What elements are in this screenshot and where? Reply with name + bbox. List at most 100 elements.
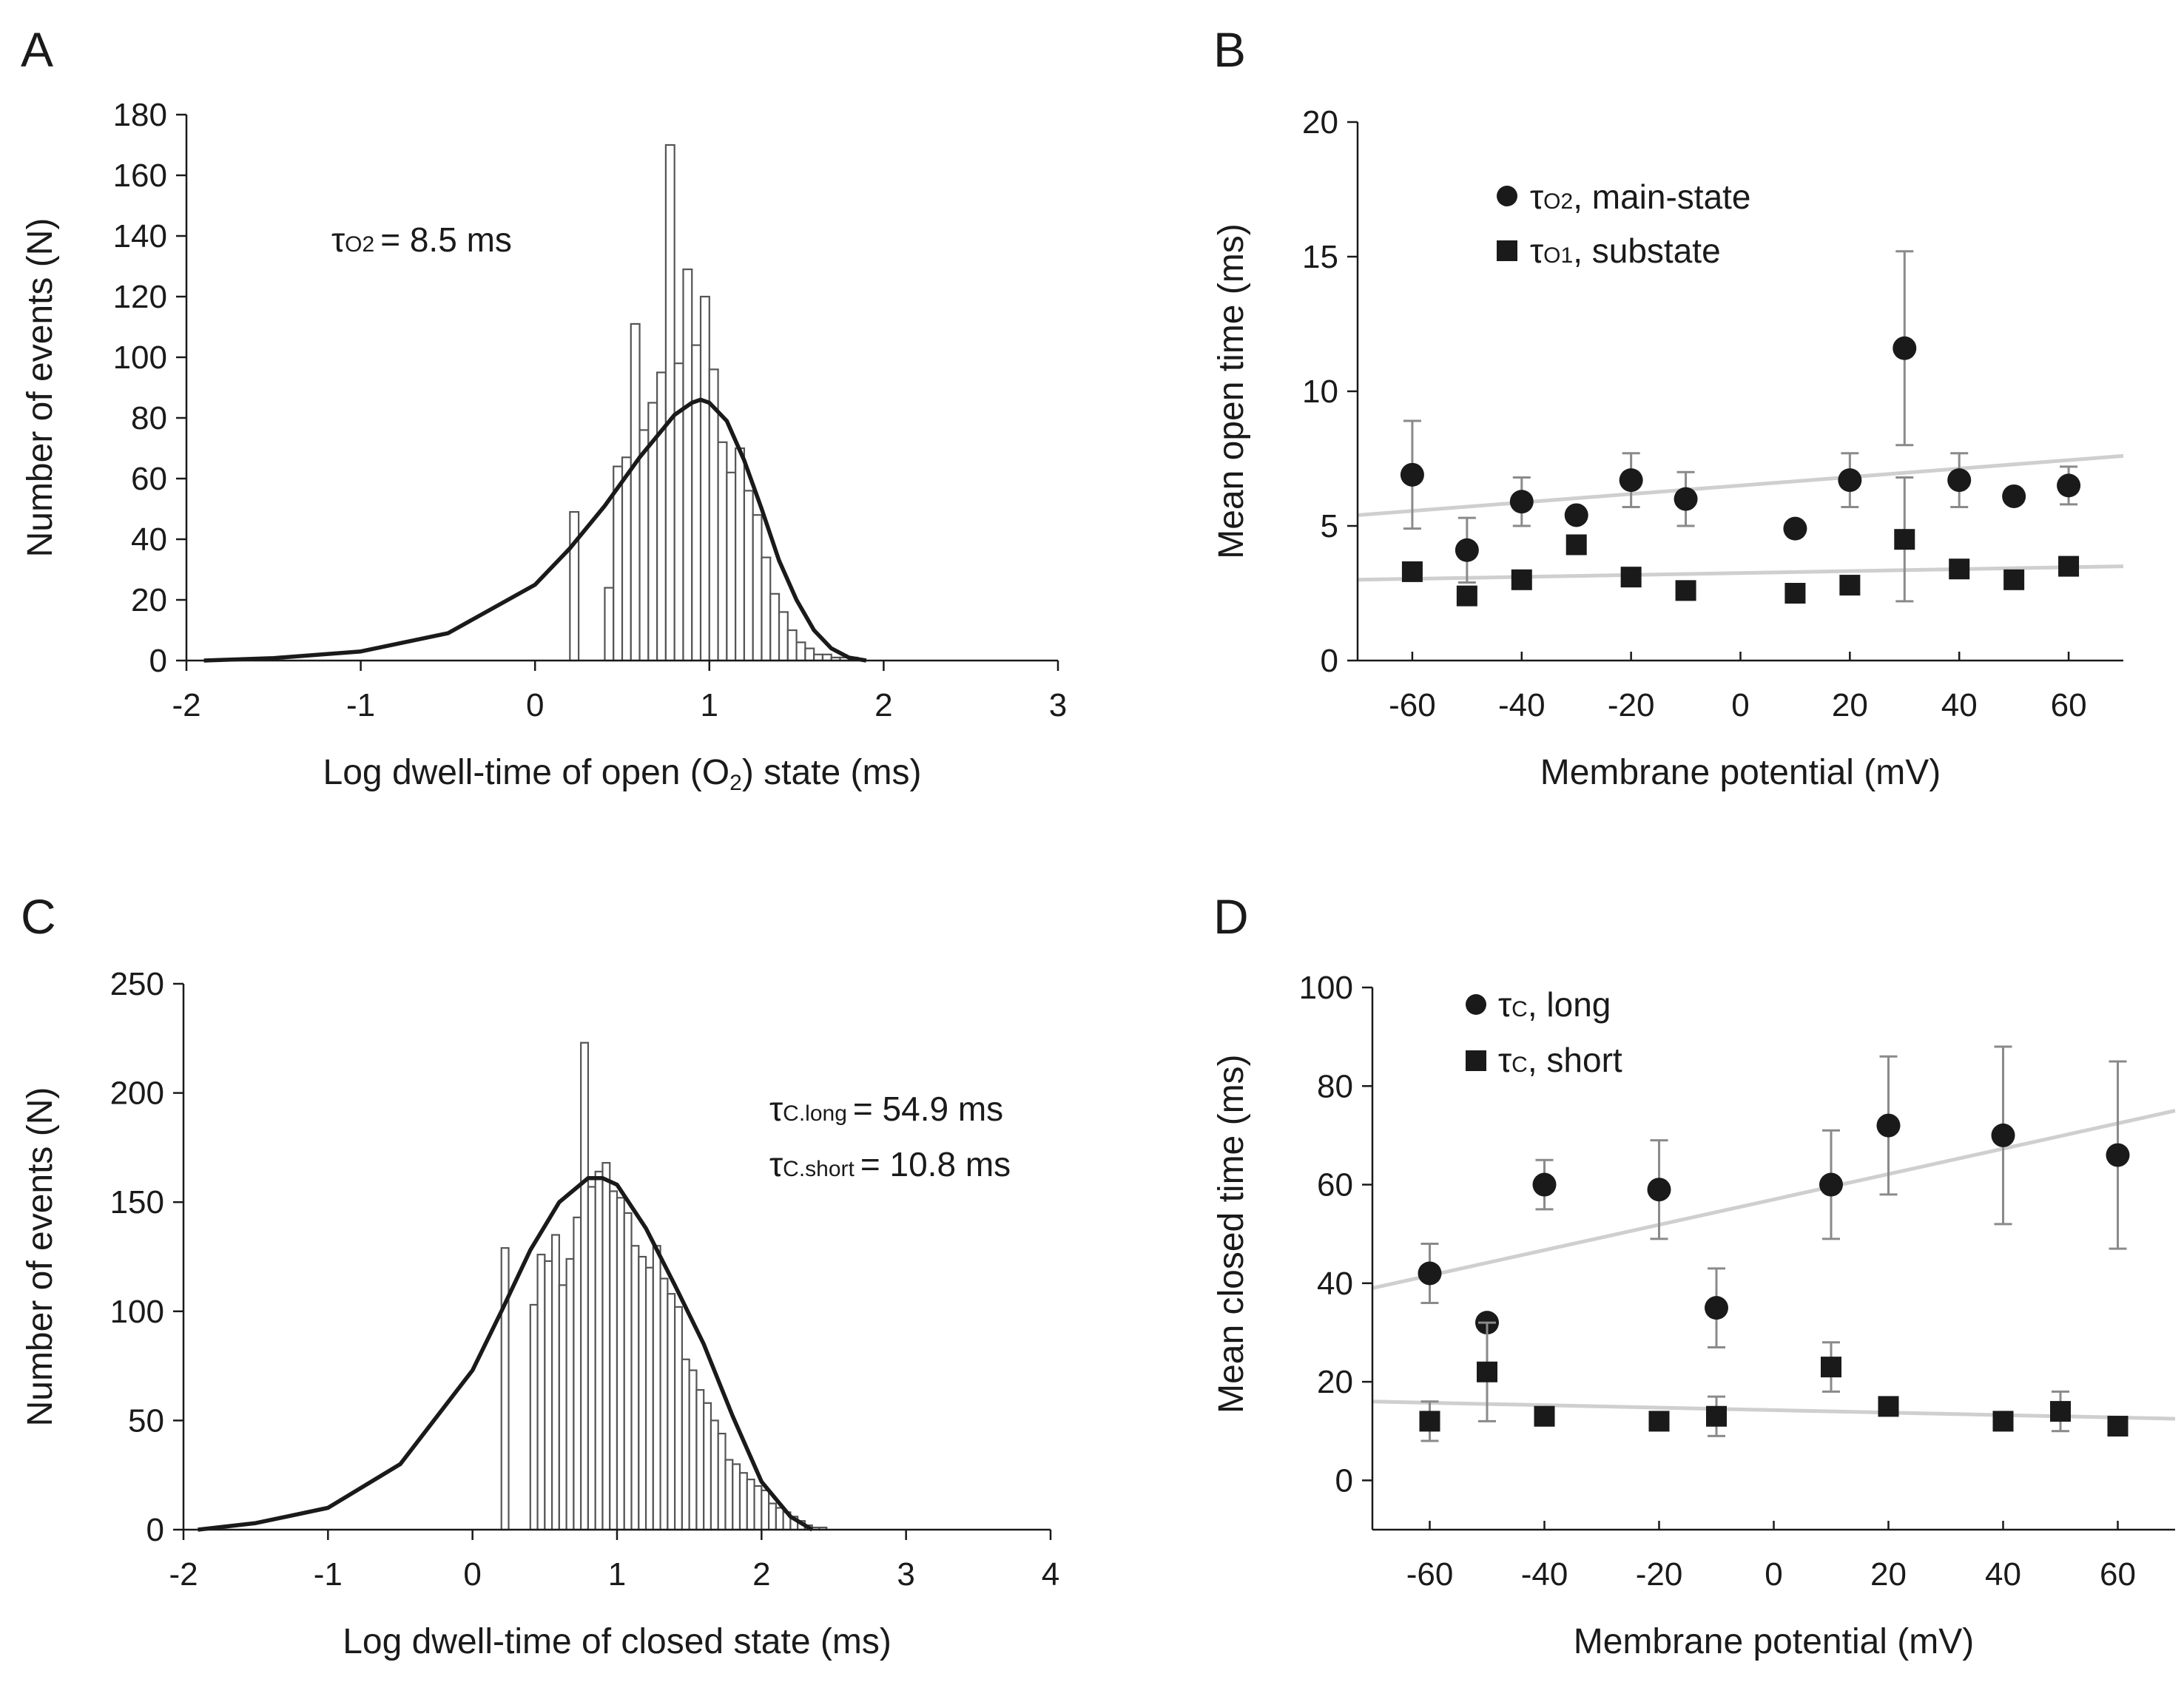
- data-point-circle: [1947, 468, 1972, 493]
- regression-line: [1357, 453, 2124, 517]
- y-tick-label: 80: [1317, 1068, 1353, 1104]
- y-tick-label: 5: [1321, 508, 1338, 544]
- histogram-bar: [536, 1253, 546, 1531]
- x-tick-label: -2: [172, 687, 200, 723]
- data-point-square: [1477, 1361, 1497, 1382]
- x-axis-label: Membrane potential (mV): [1540, 753, 1941, 792]
- y-axis-label: Mean open time (ms): [1212, 223, 1251, 559]
- histogram-bar: [667, 1293, 676, 1531]
- legend-text: , main-state: [1573, 178, 1750, 216]
- x-tick-label: -60: [1406, 1556, 1454, 1593]
- y-tick-label: 160: [113, 158, 167, 194]
- x-tick-label: -20: [1608, 687, 1655, 723]
- y-tick-label: 0: [146, 1512, 164, 1548]
- legend-subscript: C: [1511, 997, 1528, 1022]
- tau-c-short-annotation: τC.short = 10.8 ms: [769, 1145, 1011, 1183]
- data-point-square: [2003, 569, 2025, 590]
- data-point-circle: [1991, 1123, 2015, 1147]
- data-point-square: [1565, 534, 1587, 556]
- legend-marker-circle: [1466, 994, 1486, 1015]
- legend-symbol: τ: [1530, 178, 1543, 216]
- y-tick-label: 40: [1317, 1266, 1353, 1302]
- histogram-bar: [761, 1489, 770, 1531]
- x-axis-label: Membrane potential (mV): [1574, 1622, 1975, 1661]
- x-tick-label: 60: [2100, 1556, 2136, 1593]
- histogram-bar: [565, 1257, 575, 1531]
- y-tick-label: 10: [1302, 374, 1338, 410]
- legend-d: τC, long τC, short: [1466, 985, 1622, 1079]
- x-axis-label-part: ) state (ms): [742, 753, 922, 792]
- histogram-bar: [601, 1161, 611, 1531]
- data-point-circle: [1783, 516, 1807, 541]
- data-point-square: [1620, 567, 1642, 588]
- histogram-bar: [746, 1479, 755, 1531]
- histogram-bar: [594, 1170, 604, 1531]
- y-tick-label: 50: [128, 1402, 164, 1439]
- panel-label-b: B: [1213, 22, 1246, 77]
- y-tick-label: 200: [110, 1076, 164, 1112]
- y-tick-label: 40: [131, 521, 167, 558]
- histogram-bar: [767, 1502, 777, 1531]
- data-point-square: [1839, 575, 1861, 596]
- x-tick-label: -60: [1389, 687, 1436, 723]
- legend-symbol: τ: [1530, 232, 1543, 270]
- legend-entry: τO1, substate: [1530, 232, 1721, 270]
- histogram-bar: [587, 1186, 596, 1531]
- data-point-square: [1784, 583, 1806, 604]
- y-tick-label: 120: [113, 279, 167, 315]
- histogram-bar: [580, 1041, 590, 1531]
- data-point-square: [1821, 1357, 1841, 1378]
- histogram-bar: [613, 465, 624, 662]
- data-point-circle: [2057, 473, 2081, 498]
- y-axis-label: Number of events (N): [21, 1087, 60, 1427]
- x-tick-label: 2: [752, 1556, 770, 1593]
- regression-line: [1372, 1109, 2176, 1290]
- y-tick-label: 0: [149, 643, 167, 679]
- x-tick-label: 3: [897, 1556, 914, 1593]
- y-tick-label: 140: [113, 218, 167, 254]
- histogram-bar: [726, 471, 737, 662]
- histogram-bar: [682, 269, 693, 662]
- histogram-bar: [804, 647, 815, 662]
- data-point-square: [1706, 1405, 1727, 1427]
- x-tick-label: 2: [874, 687, 892, 723]
- x-tick-label: -20: [1636, 1556, 1683, 1593]
- tau-symbol: τ: [769, 1145, 783, 1183]
- x-tick-label: 20: [1870, 1556, 1907, 1593]
- x-tick-label: -2: [169, 1556, 198, 1593]
- x-tick-label: 0: [526, 687, 544, 723]
- data-point-circle: [2002, 484, 2026, 508]
- legend-text: , substate: [1573, 232, 1720, 270]
- x-tick-label: 0: [1731, 687, 1749, 723]
- data-point-circle: [1455, 538, 1479, 562]
- data-point-square: [1878, 1396, 1899, 1417]
- histogram-bar: [786, 629, 798, 662]
- x-tick-label: -40: [1498, 687, 1546, 723]
- x-tick-label: 0: [1765, 1556, 1782, 1593]
- data-point-circle: [1647, 1178, 1671, 1202]
- data-point-circle: [1893, 336, 1917, 360]
- legend-entry: τC, short: [1498, 1041, 1622, 1079]
- tau-o2-annotation: τO2 = 8.5 ms: [331, 220, 512, 259]
- data-point-square: [1992, 1411, 2014, 1432]
- data-point-square: [1456, 585, 1477, 607]
- panel-label-c: C: [21, 889, 56, 944]
- tau-c-long-annotation: τC.long = 54.9 ms: [769, 1090, 1003, 1128]
- data-point-circle: [1674, 487, 1698, 511]
- tau-value: = 10.8 ms: [860, 1145, 1011, 1183]
- legend-marker-square: [1497, 240, 1517, 261]
- data-point-circle: [1532, 1172, 1557, 1197]
- histogram-bar: [638, 1255, 647, 1531]
- histogram-bar: [753, 1485, 763, 1531]
- data-point-square: [2058, 556, 2080, 577]
- panel-label-d: D: [1213, 889, 1249, 944]
- y-tick-label: 100: [1299, 970, 1353, 1006]
- data-point-circle: [1838, 468, 1862, 493]
- x-tick-label: -1: [314, 1556, 343, 1593]
- data-point-circle: [1564, 503, 1588, 527]
- data-point-circle: [1418, 1261, 1442, 1286]
- histogram-bar: [775, 1507, 784, 1531]
- data-point-circle: [1619, 468, 1643, 493]
- panel-label-a: A: [21, 22, 53, 77]
- histogram-bar: [558, 1284, 567, 1531]
